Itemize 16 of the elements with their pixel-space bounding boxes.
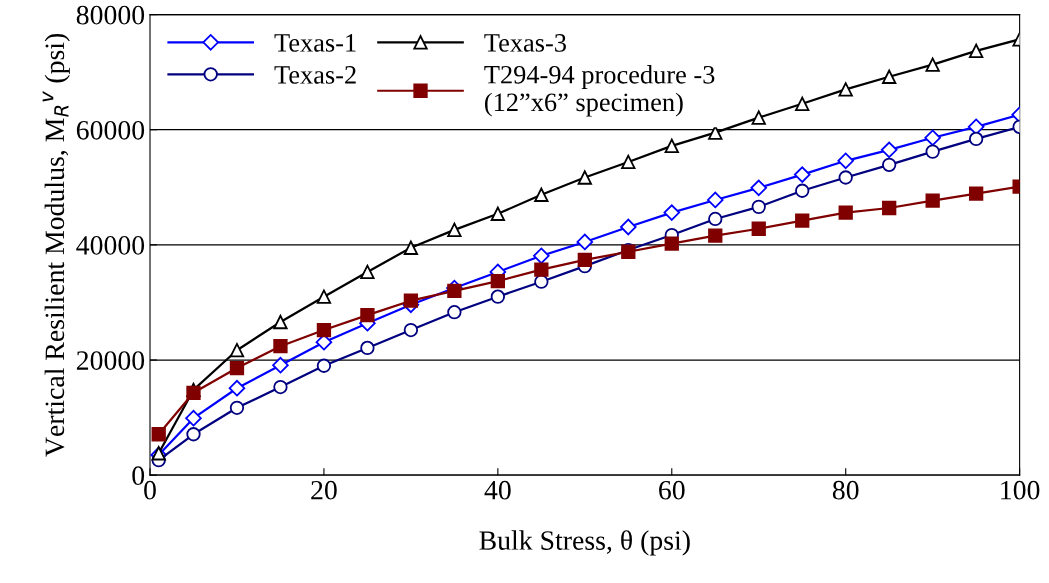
x-tick-label: 60 bbox=[659, 480, 685, 500]
legend-label: Texas-1 bbox=[274, 34, 356, 52]
x-tick-label: 40 bbox=[484, 480, 511, 500]
legend-label: T294-94 procedure -3 (12”x6” specimen) bbox=[484, 65, 715, 117]
y-tick-label: 20000 bbox=[76, 351, 145, 370]
y-tick-label: 0 bbox=[132, 466, 145, 486]
x-tick-label: 20 bbox=[311, 480, 337, 500]
y-axis-title: Vertical Resilient Modulus, M$_{R}$$^{v}$ (psi) bbox=[42, 33, 70, 457]
x-tick-label: 100 bbox=[1001, 480, 1040, 500]
y-tick-label: 40000 bbox=[76, 236, 145, 255]
legend-label: Texas-3 bbox=[484, 34, 566, 52]
x-axis-title: Bulk Stress, θ (psi) bbox=[479, 530, 690, 556]
legend-label: Texas-2 bbox=[274, 66, 356, 84]
x-tick-label: 80 bbox=[832, 480, 859, 500]
y-tick-label: 80000 bbox=[76, 5, 145, 25]
y-tick-label: 60000 bbox=[76, 120, 145, 140]
